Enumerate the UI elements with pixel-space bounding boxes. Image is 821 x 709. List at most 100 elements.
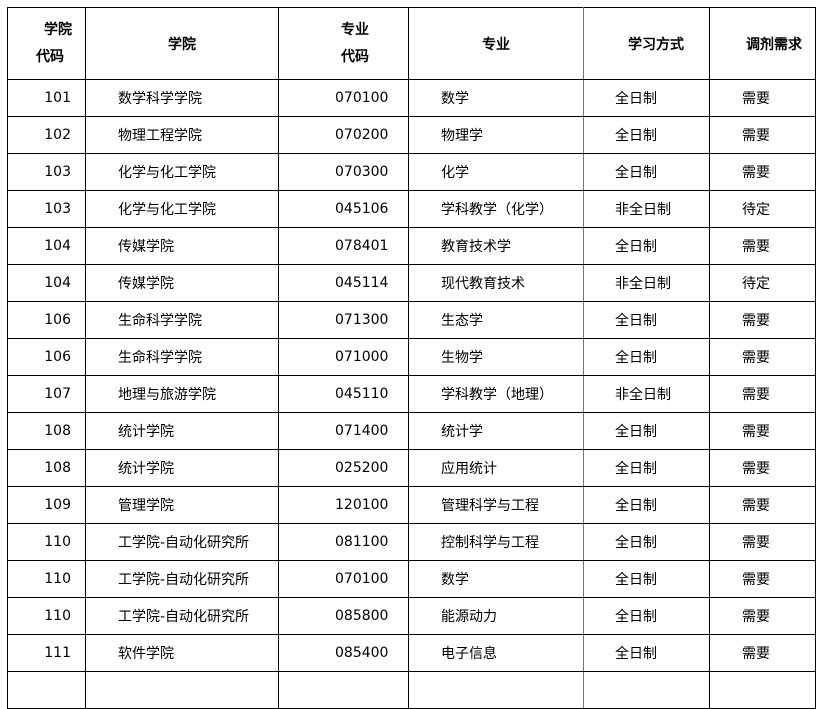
header-text: 学院: [44, 21, 72, 38]
cell-college-code: 108: [7, 412, 86, 450]
cell-adjust: 需要: [709, 301, 816, 339]
table-row: 104 传媒学院 045114 现代教育技术 非全日制 待定: [7, 264, 816, 302]
cell-college-code: 101: [7, 79, 86, 117]
cell-college: 统计学院: [85, 449, 279, 487]
cell-study-mode: 全日制: [583, 597, 710, 635]
table-row: 109 管理学院 120100 管理科学与工程 全日制 需要: [7, 486, 816, 524]
cell-study-mode: 非全日制: [583, 190, 710, 228]
cell-study-mode: 全日制: [583, 523, 710, 561]
cell-study-mode: 非全日制: [583, 375, 710, 413]
cell-college-code: 102: [7, 116, 86, 154]
table-row: 103 化学与化工学院 045106 学科教学（化学） 非全日制 待定: [7, 190, 816, 228]
header-college: 学院: [85, 7, 279, 80]
cell-major: 数学: [408, 79, 584, 117]
header-text: 代码: [36, 48, 64, 65]
empty-cell: [85, 671, 279, 709]
cell-major: 统计学: [408, 412, 584, 450]
table-row: 104 传媒学院 078401 教育技术学 全日制 需要: [7, 227, 816, 265]
table-row: 108 统计学院 025200 应用统计 全日制 需要: [7, 449, 816, 487]
cell-college: 化学与化工学院: [85, 190, 279, 228]
table-row: 110 工学院-自动化研究所 081100 控制科学与工程 全日制 需要: [7, 523, 816, 561]
cell-adjust: 待定: [709, 264, 816, 302]
cell-study-mode: 全日制: [583, 79, 710, 117]
cell-college: 工学院-自动化研究所: [85, 560, 279, 598]
cell-study-mode: 全日制: [583, 486, 710, 524]
cell-major-code: 045110: [278, 375, 409, 413]
table-row: 110 工学院-自动化研究所 070100 数学 全日制 需要: [7, 560, 816, 598]
cell-study-mode: 非全日制: [583, 264, 710, 302]
header-text: 专业: [341, 21, 369, 38]
table-row: 108 统计学院 071400 统计学 全日制 需要: [7, 412, 816, 450]
cell-college-code: 109: [7, 486, 86, 524]
table-row: 103 化学与化工学院 070300 化学 全日制 需要: [7, 153, 816, 191]
cell-major: 物理学: [408, 116, 584, 154]
cell-study-mode: 全日制: [583, 449, 710, 487]
cell-major: 控制科学与工程: [408, 523, 584, 561]
cell-major: 数学: [408, 560, 584, 598]
empty-cell: [7, 671, 86, 709]
cell-study-mode: 全日制: [583, 301, 710, 339]
cell-major-code: 071300: [278, 301, 409, 339]
cell-major: 化学: [408, 153, 584, 191]
cell-major-code: 070200: [278, 116, 409, 154]
cell-study-mode: 全日制: [583, 338, 710, 376]
cell-major-code: 081100: [278, 523, 409, 561]
cell-adjust: 需要: [709, 338, 816, 376]
empty-cell: [709, 671, 816, 709]
empty-cell: [408, 671, 584, 709]
cell-adjust: 需要: [709, 153, 816, 191]
cell-adjust: 需要: [709, 79, 816, 117]
cell-college-code: 106: [7, 338, 86, 376]
cell-major-code: 085400: [278, 634, 409, 672]
cell-adjust: 需要: [709, 560, 816, 598]
cell-major: 学科教学（地理）: [408, 375, 584, 413]
cell-college-code: 103: [7, 190, 86, 228]
cell-adjust: 需要: [709, 116, 816, 154]
cell-major: 管理科学与工程: [408, 486, 584, 524]
header-row: 学院 代码 学院 专业 代码 专业 学习方式 调剂需求: [7, 7, 816, 80]
cell-college-code: 103: [7, 153, 86, 191]
cell-adjust: 需要: [709, 449, 816, 487]
cell-major: 学科教学（化学）: [408, 190, 584, 228]
empty-cell: [583, 671, 710, 709]
cell-major: 生态学: [408, 301, 584, 339]
cell-study-mode: 全日制: [583, 412, 710, 450]
header-study-mode: 学习方式: [583, 7, 710, 80]
cell-college: 生命科学学院: [85, 338, 279, 376]
cell-major: 教育技术学: [408, 227, 584, 265]
cell-adjust: 需要: [709, 597, 816, 635]
table-row: 110 工学院-自动化研究所 085800 能源动力 全日制 需要: [7, 597, 816, 635]
cell-major-code: 120100: [278, 486, 409, 524]
cell-major-code: 070100: [278, 79, 409, 117]
cell-study-mode: 全日制: [583, 227, 710, 265]
table-row: 106 生命科学学院 071000 生物学 全日制 需要: [7, 338, 816, 376]
cell-major-code: 045106: [278, 190, 409, 228]
cell-major-code: 070100: [278, 560, 409, 598]
cell-college: 管理学院: [85, 486, 279, 524]
cell-college-code: 107: [7, 375, 86, 413]
table-row: 106 生命科学学院 071300 生态学 全日制 需要: [7, 301, 816, 339]
table-row: 111 软件学院 085400 电子信息 全日制 需要: [7, 634, 816, 672]
majors-table: 学院 代码 学院 专业 代码 专业 学习方式 调剂需求 101 数学科学学院 070…: [7, 7, 816, 709]
cell-adjust: 需要: [709, 375, 816, 413]
cell-major-code: 071000: [278, 338, 409, 376]
cell-college: 传媒学院: [85, 264, 279, 302]
table-row: 107 地理与旅游学院 045110 学科教学（地理） 非全日制 需要: [7, 375, 816, 413]
cell-adjust: 需要: [709, 634, 816, 672]
cell-college: 统计学院: [85, 412, 279, 450]
header-text: 代码: [341, 48, 369, 65]
cell-college-code: 104: [7, 264, 86, 302]
cell-major: 现代教育技术: [408, 264, 584, 302]
table-row-partial: [7, 671, 816, 709]
cell-adjust: 需要: [709, 523, 816, 561]
cell-college-code: 110: [7, 560, 86, 598]
cell-college: 软件学院: [85, 634, 279, 672]
cell-college-code: 104: [7, 227, 86, 265]
cell-college: 物理工程学院: [85, 116, 279, 154]
cell-college-code: 108: [7, 449, 86, 487]
cell-major: 电子信息: [408, 634, 584, 672]
cell-major-code: 070300: [278, 153, 409, 191]
empty-cell: [278, 671, 409, 709]
cell-study-mode: 全日制: [583, 560, 710, 598]
table-row: 101 数学科学学院 070100 数学 全日制 需要: [7, 79, 816, 117]
